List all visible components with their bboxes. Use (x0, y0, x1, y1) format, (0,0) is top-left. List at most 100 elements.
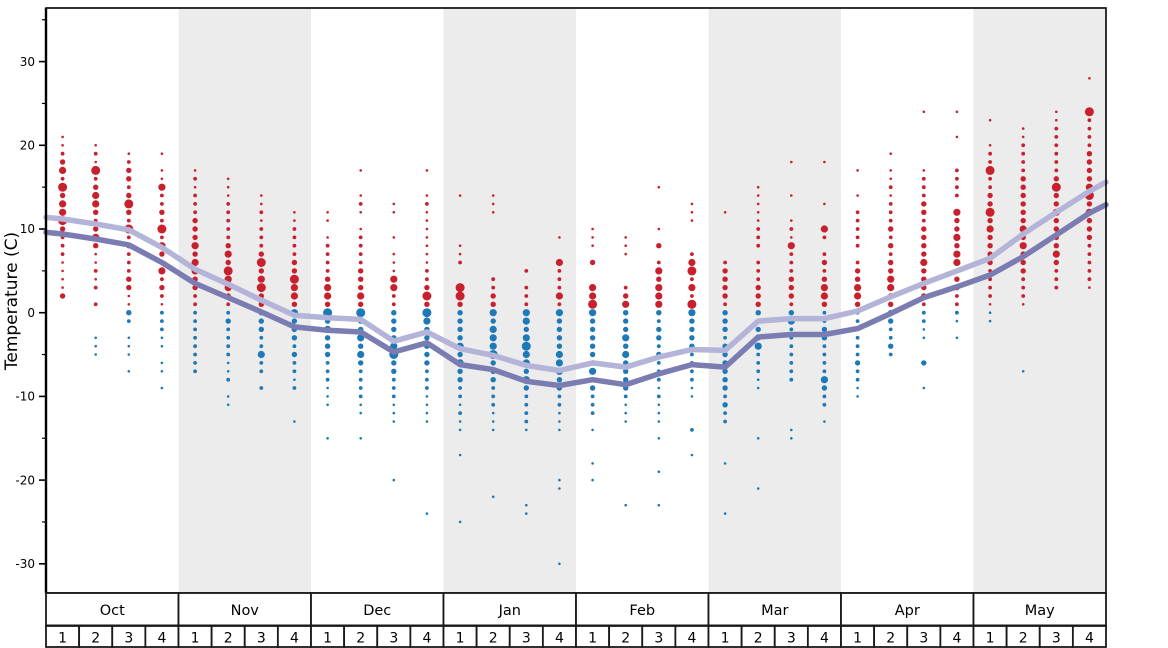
above-freezing-dot (157, 224, 167, 234)
above-freezing-dot (988, 144, 992, 147)
above-freezing-dot (424, 301, 430, 307)
above-freezing-dot (160, 218, 164, 223)
above-freezing-dot (789, 260, 794, 265)
above-freezing-dot (524, 269, 529, 273)
above-freezing-dot (1053, 243, 1060, 249)
above-freezing-dot (624, 236, 627, 239)
above-freezing-dot (921, 176, 926, 181)
below-freezing-dot (657, 386, 661, 390)
below-freezing-dot (358, 386, 363, 390)
below-freezing-dot (756, 378, 760, 382)
above-freezing-dot (657, 227, 661, 231)
below-freezing-dot (690, 377, 694, 382)
above-freezing-dot (60, 176, 65, 181)
month-label: Dec (363, 603, 391, 619)
below-freezing-dot (522, 350, 530, 359)
above-freezing-dot (490, 293, 496, 299)
above-freezing-dot (126, 269, 131, 273)
above-freezing-dot (921, 201, 927, 207)
above-freezing-dot (1021, 160, 1026, 164)
week-number-label: 3 (257, 631, 266, 647)
above-freezing-dot (226, 210, 231, 215)
above-freezing-dot (856, 169, 859, 172)
above-freezing-dot (126, 209, 132, 215)
below-freezing-dot (656, 319, 661, 323)
above-freezing-dot (922, 169, 926, 172)
above-freezing-dot (60, 252, 65, 256)
below-freezing-dot (458, 428, 462, 432)
above-freezing-dot (289, 274, 299, 284)
above-freezing-dot (788, 284, 794, 291)
above-freezing-dot (91, 165, 101, 175)
below-freezing-dot (689, 318, 695, 324)
below-freezing-dot (723, 394, 727, 399)
above-freezing-dot (953, 258, 961, 267)
week-number-label: 4 (952, 631, 961, 647)
above-freezing-dot (60, 151, 65, 156)
above-freezing-dot (1021, 277, 1026, 282)
above-freezing-dot (359, 194, 363, 197)
below-freezing-dot (722, 377, 728, 383)
y-axis-tick-label: 10 (20, 222, 35, 236)
above-freezing-dot (193, 210, 198, 215)
above-freezing-dot (987, 234, 993, 241)
above-freezing-dot (987, 201, 993, 207)
below-freezing-dot (589, 343, 596, 349)
below-freezing-dot (888, 352, 893, 357)
above-freezing-dot (988, 160, 992, 164)
above-freezing-dot (1088, 77, 1091, 80)
week-number-label: 2 (754, 631, 763, 647)
below-freezing-dot (425, 411, 429, 415)
below-freezing-dot (822, 361, 827, 365)
y-axis-title: Temperature (C) (2, 231, 22, 371)
above-freezing-dot (921, 209, 927, 215)
above-freezing-dot (59, 192, 66, 199)
above-freezing-dot (425, 194, 429, 197)
below-freezing-dot (94, 353, 97, 356)
above-freezing-dot (325, 243, 330, 248)
above-freezing-dot (756, 227, 761, 231)
above-freezing-dot (588, 299, 598, 309)
week-number-label: 1 (721, 631, 730, 647)
above-freezing-dot (1020, 201, 1026, 207)
above-freezing-dot (1054, 277, 1059, 282)
above-freezing-dot (790, 219, 793, 222)
below-freezing-dot (160, 361, 164, 365)
below-freezing-dot (160, 370, 164, 373)
below-freezing-dot (855, 352, 860, 357)
above-freezing-dot (790, 160, 793, 164)
above-freezing-dot (855, 210, 860, 215)
above-freezing-dot (657, 185, 661, 189)
above-freezing-dot (59, 159, 66, 165)
below-freezing-dot (458, 411, 462, 415)
above-freezing-dot (422, 291, 432, 301)
above-freezing-dot (59, 166, 67, 174)
above-freezing-dot (656, 276, 662, 282)
below-freezing-dot (491, 394, 496, 399)
above-freezing-dot (324, 276, 331, 282)
below-freezing-dot (690, 352, 694, 357)
below-freezing-dot (226, 310, 231, 315)
above-freezing-dot (1020, 259, 1026, 266)
below-freezing-dot (325, 377, 330, 382)
above-freezing-dot (193, 302, 198, 307)
above-freezing-dot (955, 110, 959, 114)
above-freezing-dot (126, 276, 132, 282)
above-freezing-dot (1020, 209, 1026, 215)
below-freezing-dot (423, 317, 431, 325)
above-freezing-dot (756, 235, 761, 240)
below-freezing-dot (226, 327, 231, 332)
above-freezing-dot (293, 219, 296, 222)
above-freezing-dot (160, 294, 164, 298)
above-freezing-dot (988, 118, 992, 122)
below-freezing-dot (490, 360, 496, 366)
above-freezing-dot (223, 266, 233, 276)
above-freezing-dot (226, 177, 230, 181)
above-freezing-dot (225, 243, 231, 249)
below-freezing-dot (226, 370, 230, 373)
above-freezing-dot (1021, 285, 1026, 290)
above-freezing-dot (1086, 226, 1093, 232)
above-freezing-dot (656, 260, 661, 265)
above-freezing-dot (425, 244, 429, 247)
